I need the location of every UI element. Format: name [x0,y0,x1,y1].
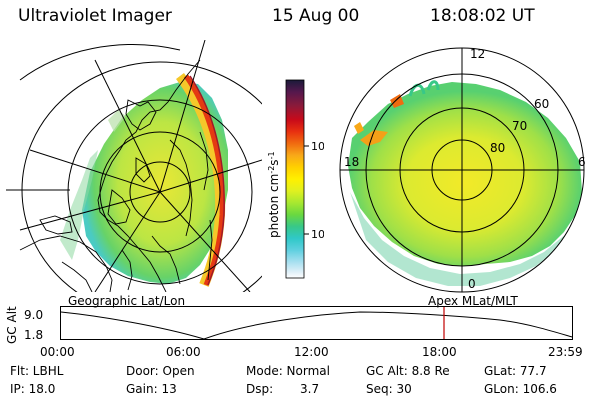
alt-ytick-min: 1.8 [24,328,44,342]
mlat-label-80: 80 [490,141,505,155]
observation-time: 18:08:02 UT [430,6,535,26]
status-gc-alt: GC Alt: 8.8 Re [366,364,450,378]
geographic-caption: Geographic Lat/Lon [68,294,186,308]
status-dsp-value: 3.7 [300,382,320,396]
status-flt: Flt: LBHL [10,364,64,378]
colorbar: 100 10 photon cm-2s-1 [267,79,324,279]
dayside-arc-core [183,74,225,286]
alt-xtick-1200: 12:00 [294,345,329,359]
mlt-label-12: 12 [470,47,485,61]
altitude-timeline-plot [60,306,573,340]
status-glat: GLat: 77.7 [484,364,547,378]
mlat-label-70: 70 [512,119,527,133]
status-door: Door: Open [126,364,195,378]
alt-xtick-0600: 06:00 [166,345,201,359]
status-gain: Gain: 13 [126,382,177,396]
status-dsp-label: Dsp: [246,382,274,396]
alt-xtick-2359: 23:59 [548,345,583,359]
mlat-label-60: 60 [534,97,549,111]
alt-xtick-1800: 18:00 [422,345,457,359]
colorbar-tick-100: 100 [311,140,324,153]
altitude-curve [60,311,573,340]
colorbar-unit-label: photon cm-2s-1 [267,151,281,238]
observation-date: 15 Aug 00 [272,6,360,26]
status-ip: IP: 18.0 [10,382,56,396]
auroral-emission-left [82,82,228,284]
mlt-label-18: 18 [344,155,359,169]
alt-axis-label-gc: GC [5,326,19,344]
mlt-label-6: 6 [578,155,586,169]
status-seq: Seq: 30 [366,382,412,396]
geographic-map [6,40,262,292]
alt-axis-label-alt: Alt [5,306,19,323]
alt-xtick-0000: 00:00 [40,345,75,359]
colorbar-tick-10: 10 [311,228,324,241]
apex-caption: Apex MLat/MLT [428,294,518,308]
instrument-title: Ultraviolet Imager [18,6,172,26]
colorbar-scale [285,79,305,279]
status-mode: Mode: Normal [246,364,330,378]
auroral-emission-polar [348,82,582,266]
mlt-label-0: 0 [468,277,476,291]
alt-ytick-max: 9.0 [24,308,44,322]
status-glon: GLon: 106.6 [484,382,557,396]
mlat-mlt-polar-plot: 12 18 6 0 60 70 80 [339,47,586,293]
